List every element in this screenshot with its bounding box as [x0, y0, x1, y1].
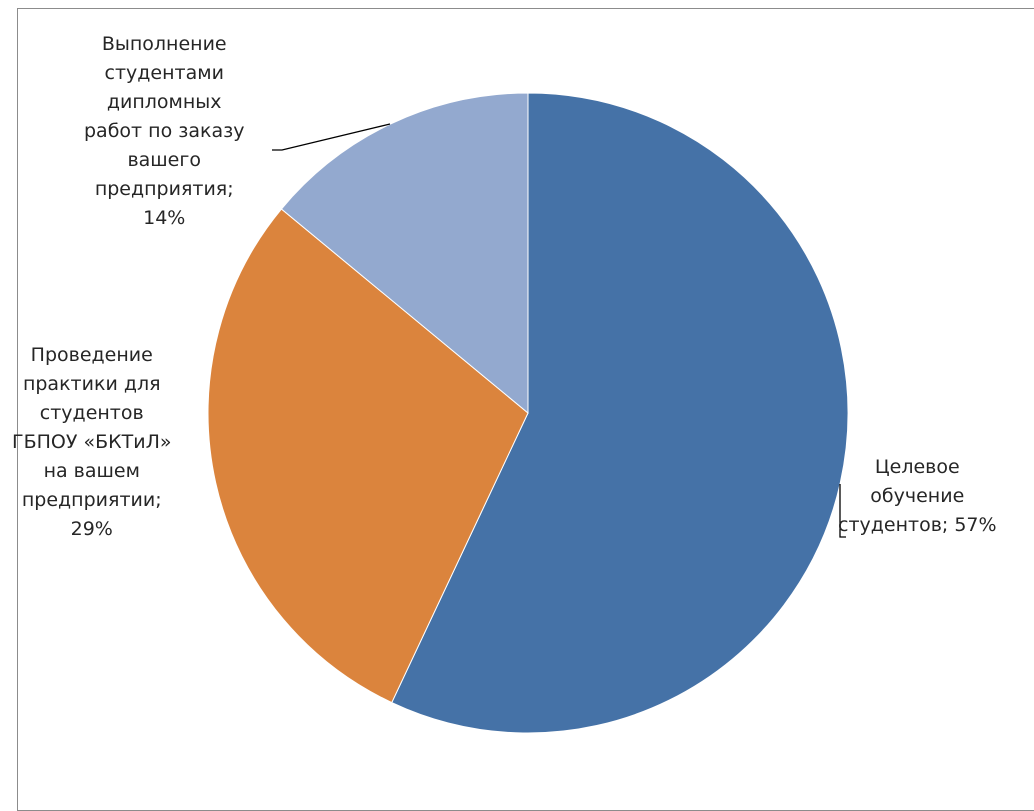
label-line: дипломных [106, 91, 222, 113]
label-line: Выполнение [101, 33, 227, 55]
label-line: студентов [39, 402, 144, 424]
label-line: Проведение [30, 344, 153, 366]
label-line: предприятия; [94, 178, 234, 200]
slice-label-practice: Проведение практики для студентов ГБПОУ … [12, 341, 172, 544]
label-line: 29% [70, 518, 113, 540]
label-line: обучение [870, 485, 965, 507]
label-line: на вашем [43, 460, 140, 482]
label-line: предприятии; [21, 489, 162, 511]
pie-slice-1 [207, 208, 529, 704]
leader-line-diploma-works [272, 123, 391, 151]
label-line: 14% [143, 207, 186, 229]
label-line: Целевое [874, 456, 960, 478]
leader-lines [272, 123, 846, 538]
label-line: студентов; 57% [838, 514, 997, 536]
label-line: вашего [127, 149, 201, 171]
label-line: студентами [104, 62, 224, 84]
leader-line-targeted-training [839, 484, 846, 538]
slice-label-targeted-training: Целевое обучение студентов; 57% [838, 453, 997, 540]
label-line: ГБПОУ «БКТиЛ» [12, 431, 172, 453]
pie-slice-0 [391, 92, 849, 734]
slice-label-diploma-works: Выполнение студентами дипломных работ по… [84, 30, 244, 233]
pie-slice-2 [280, 92, 529, 415]
pie-slices [207, 92, 849, 734]
label-line: работ по заказу [84, 120, 245, 142]
label-line: практики для [22, 373, 161, 395]
